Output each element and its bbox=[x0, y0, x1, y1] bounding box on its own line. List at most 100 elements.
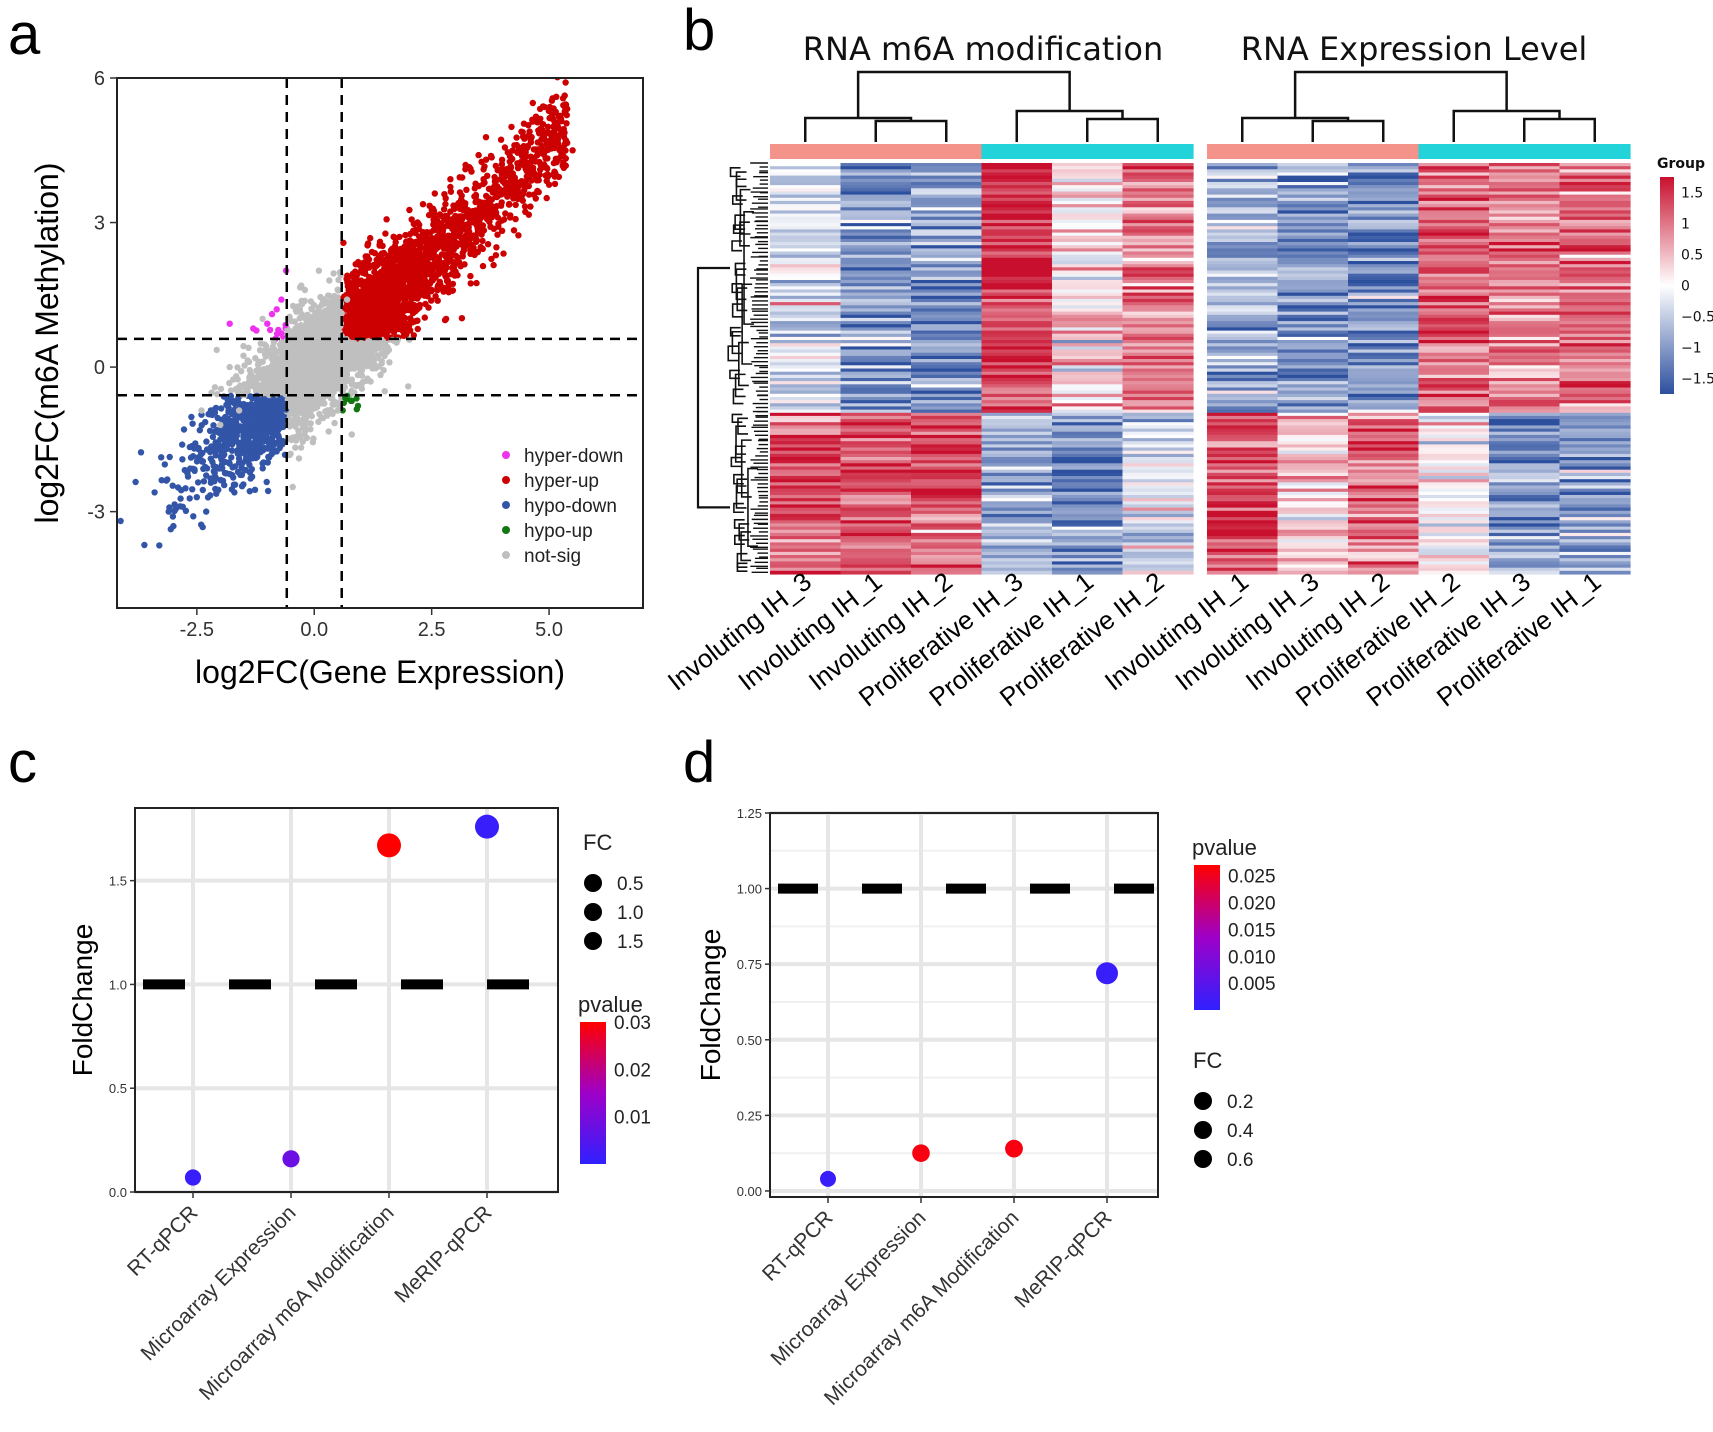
scatter-dot bbox=[211, 384, 219, 391]
scatter-dot bbox=[240, 481, 247, 488]
scatter-dot bbox=[320, 319, 327, 327]
scatter-dot bbox=[358, 385, 366, 392]
scatter-dot bbox=[220, 452, 227, 459]
scatter-dot bbox=[194, 479, 202, 486]
scatter-dot bbox=[494, 231, 501, 238]
scatter-dot bbox=[231, 481, 239, 488]
scatter-dot bbox=[252, 355, 259, 362]
scatter-dot bbox=[435, 264, 442, 272]
scatter-dot bbox=[452, 271, 460, 278]
scatter-dot bbox=[497, 136, 505, 143]
scatter-dot bbox=[158, 454, 165, 461]
scatter-dot bbox=[250, 447, 258, 454]
scatter-dot bbox=[428, 297, 435, 304]
scatter-dot bbox=[402, 320, 409, 328]
scatter-dot bbox=[295, 455, 303, 462]
scatter-dot bbox=[303, 360, 310, 368]
scatter-dot bbox=[542, 136, 549, 144]
scatter-dot bbox=[195, 444, 202, 452]
scatter-dot bbox=[228, 410, 235, 418]
scatter-dot bbox=[315, 304, 322, 311]
scatter-dot bbox=[321, 376, 328, 384]
scatter-dot bbox=[311, 382, 319, 389]
scatter-dot bbox=[484, 241, 492, 248]
scatter-dot bbox=[381, 352, 388, 360]
scatter-dot bbox=[226, 379, 233, 387]
scatter-dot bbox=[268, 367, 275, 374]
scatter-dot bbox=[475, 198, 483, 205]
scatter-dot bbox=[286, 376, 293, 383]
scatter-dot bbox=[289, 359, 296, 366]
scatter-dot bbox=[225, 422, 232, 429]
scatter-dot bbox=[511, 142, 518, 149]
scatter-dot bbox=[410, 332, 417, 339]
scatter-dot bbox=[228, 454, 235, 461]
scatter-dot bbox=[432, 293, 439, 300]
scatter-dot bbox=[230, 417, 237, 424]
scatter-dot bbox=[307, 395, 315, 403]
scatter-dot bbox=[456, 189, 464, 196]
scatter-dot bbox=[215, 486, 222, 493]
scatter-dot bbox=[188, 413, 195, 421]
scatter-dot bbox=[326, 277, 333, 284]
scatter-dot bbox=[555, 173, 563, 181]
scatter-dot bbox=[179, 441, 186, 448]
scatter-dot bbox=[316, 410, 323, 418]
scatter-dot bbox=[291, 318, 298, 325]
scatter-dot bbox=[438, 224, 445, 232]
scatter-dot bbox=[189, 486, 196, 493]
scatter-dot bbox=[459, 253, 466, 260]
scatter-dot bbox=[297, 420, 305, 427]
scatter-dot bbox=[515, 232, 522, 239]
scatter-dot bbox=[502, 210, 509, 217]
scatter-dot bbox=[476, 217, 483, 224]
scatter-dot bbox=[370, 282, 378, 290]
scatter-dot bbox=[463, 186, 470, 193]
scatter-dot bbox=[426, 202, 433, 209]
scatter-dot bbox=[226, 460, 233, 467]
scatter-dot bbox=[298, 402, 305, 410]
scatter-dot bbox=[452, 213, 460, 221]
scatter-dot bbox=[361, 306, 368, 313]
scatter-dot bbox=[316, 328, 324, 335]
scatter-dot bbox=[349, 270, 357, 277]
scatter-dot bbox=[512, 215, 519, 223]
scatter-dot bbox=[373, 261, 380, 269]
scatter-dot bbox=[246, 366, 253, 374]
scatter-dot bbox=[362, 253, 369, 260]
scatter-dot bbox=[266, 454, 273, 461]
scatter-dot bbox=[304, 311, 311, 318]
scatter-dot bbox=[222, 413, 229, 421]
scatter-dot bbox=[334, 299, 342, 306]
scatter-dot bbox=[498, 199, 505, 206]
scatter-dot bbox=[333, 315, 341, 322]
scatter-dot bbox=[561, 92, 568, 99]
scatter-dot bbox=[363, 282, 371, 290]
scatter-dot bbox=[549, 95, 556, 102]
scatter-dot bbox=[297, 329, 304, 337]
scatter-dot bbox=[259, 358, 266, 365]
scatter-dot bbox=[322, 298, 330, 305]
scatter-dot bbox=[365, 314, 372, 321]
scatter-dot bbox=[221, 481, 228, 489]
scatter-dot bbox=[202, 418, 209, 426]
scatter-dot bbox=[212, 449, 219, 456]
scatter-dot bbox=[207, 492, 214, 499]
scatter-dot bbox=[500, 250, 507, 257]
scatter-dot bbox=[189, 453, 197, 460]
scatter-dot bbox=[405, 261, 412, 268]
scatter-dot bbox=[473, 279, 480, 287]
scatter-dot bbox=[200, 478, 208, 485]
scatter-dot bbox=[304, 376, 311, 383]
scatter-dot bbox=[392, 311, 399, 319]
scatter-dot bbox=[551, 180, 559, 188]
scatter-dot bbox=[364, 362, 371, 370]
scatter-dot bbox=[541, 147, 548, 155]
scatter-dot bbox=[233, 373, 240, 380]
scatter-dot bbox=[333, 380, 340, 388]
scatter-dot bbox=[302, 345, 309, 352]
scatter-dot bbox=[158, 477, 165, 484]
scatter-dot bbox=[330, 364, 337, 372]
panel-label-b: b bbox=[683, 0, 715, 63]
scatter-dot bbox=[236, 442, 243, 450]
